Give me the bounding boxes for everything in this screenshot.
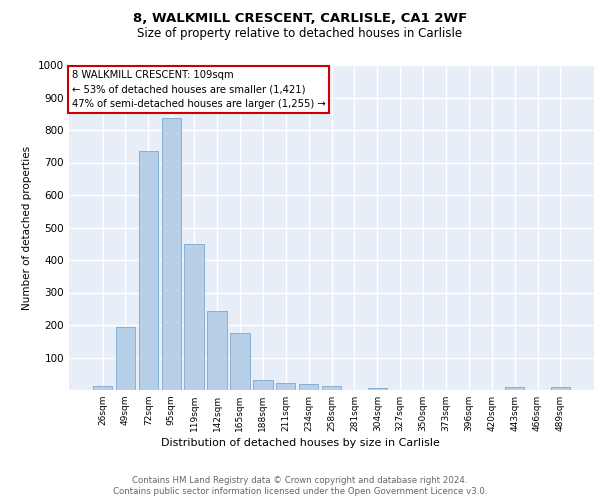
Bar xyxy=(368,388,387,390)
Bar xyxy=(116,328,135,390)
Bar xyxy=(299,384,319,390)
Bar xyxy=(208,311,227,390)
Bar xyxy=(184,244,204,390)
Text: Distribution of detached houses by size in Carlisle: Distribution of detached houses by size … xyxy=(161,438,439,448)
Bar xyxy=(322,386,341,390)
Bar xyxy=(276,383,295,390)
Bar xyxy=(253,380,272,390)
Bar xyxy=(93,386,112,390)
Bar xyxy=(505,388,524,390)
Text: 8, WALKMILL CRESCENT, CARLISLE, CA1 2WF: 8, WALKMILL CRESCENT, CARLISLE, CA1 2WF xyxy=(133,12,467,26)
Text: Size of property relative to detached houses in Carlisle: Size of property relative to detached ho… xyxy=(137,28,463,40)
Bar xyxy=(161,118,181,390)
Bar xyxy=(551,388,570,390)
Text: Contains HM Land Registry data © Crown copyright and database right 2024.: Contains HM Land Registry data © Crown c… xyxy=(132,476,468,485)
Text: 8 WALKMILL CRESCENT: 109sqm
← 53% of detached houses are smaller (1,421)
47% of : 8 WALKMILL CRESCENT: 109sqm ← 53% of det… xyxy=(71,70,325,110)
Y-axis label: Number of detached properties: Number of detached properties xyxy=(22,146,32,310)
Text: Contains public sector information licensed under the Open Government Licence v3: Contains public sector information licen… xyxy=(113,488,487,496)
Bar xyxy=(230,333,250,390)
Bar xyxy=(139,151,158,390)
